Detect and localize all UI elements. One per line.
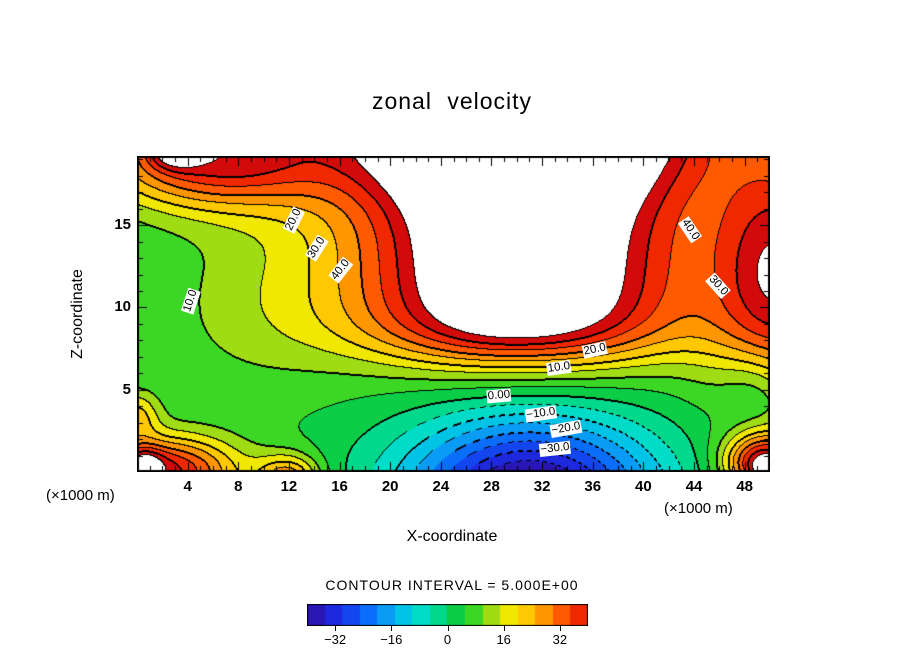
- colorbar-tick-label: −16: [380, 632, 403, 647]
- y-axis-title: Z-coordinate: [69, 269, 86, 359]
- x-axis-unit-left: (×1000 m): [46, 487, 115, 504]
- x-tick-label: 24: [432, 478, 450, 495]
- x-tick-label: 20: [381, 478, 399, 495]
- x-axis-title: X-coordinate: [406, 528, 498, 545]
- x-tick-label: 4: [183, 478, 192, 495]
- colorbar-tick-mark: [503, 626, 505, 631]
- contour-plot-canvas: [137, 156, 770, 472]
- x-tick-label: 16: [331, 478, 348, 495]
- colorbar-tick-label: 32: [552, 632, 568, 647]
- colorbar-tick-mark: [335, 626, 337, 631]
- x-tick-label: 8: [234, 478, 243, 495]
- x-tick-label: 44: [685, 478, 703, 495]
- colorbar-tick-mark: [559, 626, 561, 631]
- chart-title: zonal velocity: [371, 88, 533, 114]
- colorbar-tick-label: 16: [496, 632, 511, 647]
- z-tick-label: 10: [114, 298, 131, 316]
- colorbar-canvas: [307, 604, 588, 626]
- colorbar-tick-mark: [447, 626, 449, 631]
- x-tick-label: 12: [280, 478, 298, 495]
- x-axis-unit-right: (×1000 m): [664, 500, 733, 517]
- x-tick-label: 36: [584, 478, 602, 495]
- z-tick-label: 5: [122, 380, 131, 398]
- x-tick-label: 48: [736, 478, 754, 495]
- colorbar-tick-label: 0: [443, 632, 452, 647]
- z-tick-label: 15: [114, 216, 131, 234]
- x-tick-label: 32: [533, 478, 551, 495]
- x-tick-label: 28: [483, 478, 500, 495]
- contour-label: 0.00: [486, 388, 512, 404]
- colorbar-tick-mark: [391, 626, 393, 631]
- contour-interval-caption: CONTOUR INTERVAL = 5.000E+00: [325, 577, 579, 593]
- x-tick-label: 40: [635, 478, 652, 495]
- colorbar-tick-label: −32: [324, 632, 347, 647]
